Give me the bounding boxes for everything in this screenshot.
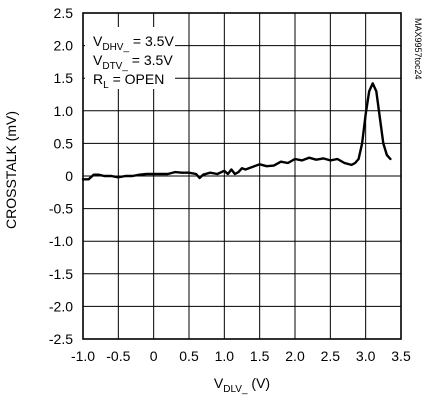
y-tick-label: -1.5 — [49, 266, 73, 282]
x-tick-label: 0 — [150, 348, 158, 364]
condition-annotation: VDTV_ = 3.5V — [93, 52, 173, 72]
y-tick-label: 2.5 — [54, 5, 74, 21]
y-tick-label: 0.5 — [54, 135, 74, 151]
x-tick-label: 3.5 — [391, 348, 411, 364]
y-tick-label: -2.0 — [49, 298, 73, 314]
annotation-background — [85, 27, 175, 89]
x-axis-title-sub: DLV_ — [223, 384, 248, 395]
condition-annotation: RL = OPEN — [93, 71, 164, 91]
x-tick-label: 3.0 — [356, 348, 376, 364]
x-tick-label: 2.0 — [285, 348, 305, 364]
y-tick-labels: 2.5 2.0 1.5 1.0 0.5 0 -0.5 -1.0 -1.5 -2.0 -2.5 — [49, 5, 73, 347]
y-tick-label: -0.5 — [49, 201, 73, 217]
y-tick-label: 0 — [65, 168, 73, 184]
y-tick-label: -1.0 — [49, 233, 73, 249]
x-tick-label: 0.5 — [179, 348, 199, 364]
x-tick-labels: -1.0 -0.5 0 0.5 1.0 1.5 2.0 2.5 3.0 3.5 — [71, 348, 411, 364]
part-number-label: MAX9957toc24 — [413, 18, 423, 80]
x-tick-label: 2.5 — [321, 348, 341, 364]
y-tick-label: 1.5 — [54, 70, 74, 86]
condition-annotation: VDHV_ = 3.5V — [93, 33, 174, 53]
plot-frame — [82, 12, 402, 340]
y-tick-label: 2.0 — [54, 38, 74, 54]
y-axis-title: CROSSTALK (mV) — [3, 111, 19, 229]
x-axis-title-unit: (V) — [248, 375, 271, 391]
x-axis-title-main: V — [214, 375, 224, 391]
x-tick-label: -1.0 — [71, 348, 95, 364]
crosstalk-series-line — [81, 82, 392, 181]
y-tick-label: -2.5 — [49, 331, 73, 347]
x-tick-label: 1.5 — [250, 348, 270, 364]
x-axis-title: VDLV_ (V) — [214, 375, 270, 395]
grid-lines — [83, 13, 401, 339]
x-tick-label: -0.5 — [106, 348, 130, 364]
y-tick-label: 1.0 — [54, 103, 74, 119]
x-tick-label: 1.0 — [215, 348, 235, 364]
